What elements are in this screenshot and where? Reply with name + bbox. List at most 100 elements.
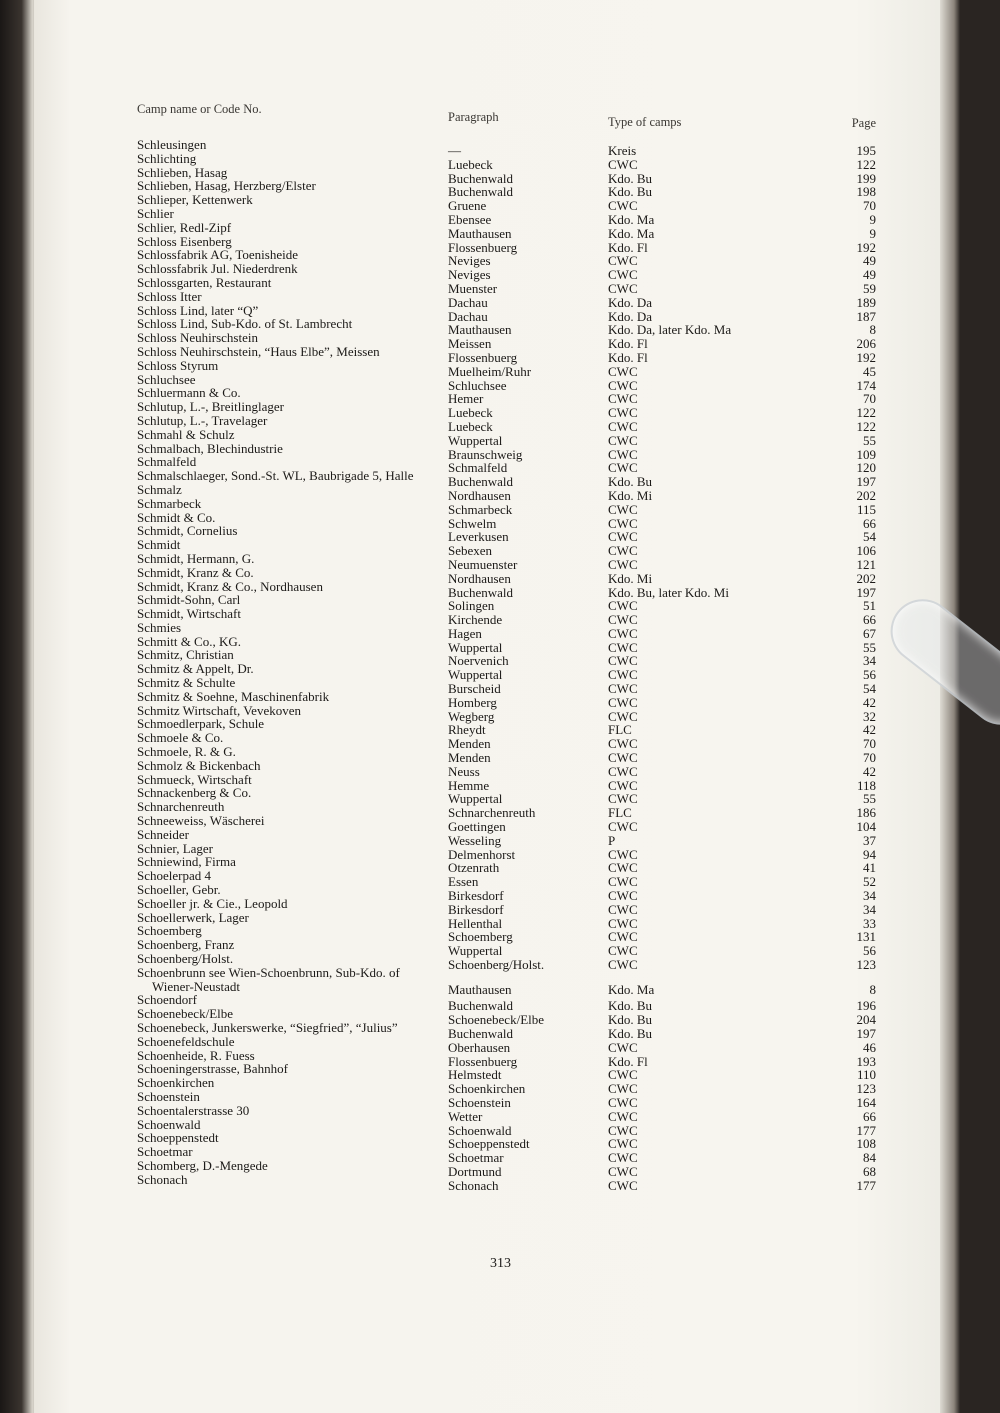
paragraph: Schoenkirchen (448, 1081, 526, 1097)
paragraph: Essen (448, 874, 479, 890)
table-row: Schonach Schonach CWC 177 (0, 1172, 1000, 1192)
camp-type: Kdo. Fl (608, 349, 648, 365)
table-row: Schmalschlaeger, Sond.-St. WL, Baubrigad… (0, 469, 1000, 489)
paragraph: Oberhausen (448, 1039, 511, 1055)
camp-name: Schmarbeck (137, 495, 202, 511)
camp-type: CWC (608, 874, 638, 890)
camp-name: Schoenbrunn see Wien-Schoenbrunn, Sub-Kd… (137, 964, 400, 980)
camp-type: CWC (608, 639, 638, 655)
table-row: Schoenbrunn see Wien-Schoenbrunn, Sub-Kd… (0, 964, 1000, 997)
table-row: Schmoedlerpark, Schule Rheydt FLC 42 (0, 717, 1000, 737)
table-row: Schoenberg, Franz Wuppertal CWC 56 (0, 938, 1000, 958)
table-row: Schluermann & Co. Hemer CWC 70 (0, 386, 1000, 406)
page-ref: 59 (863, 280, 876, 296)
camp-name: Schmalbach, Blechindustrie (137, 440, 283, 456)
camp-name: Schmies (137, 619, 182, 635)
table-row: Schoenkirchen Schoenkirchen CWC 123 (0, 1076, 1000, 1096)
camp-type: CWC (608, 791, 638, 807)
table-row: Schomberg, D.-Mengede Dortmund CWC 68 (0, 1159, 1000, 1179)
camp-name: Schleusingen (137, 137, 207, 152)
paragraph: Menden (448, 750, 491, 766)
page-ref: 110 (856, 1067, 876, 1083)
camp-type: CWC (608, 198, 638, 214)
paragraph: Buchenwald (448, 170, 513, 186)
page-ref: 104 (856, 819, 877, 835)
page-ref: 49 (863, 267, 876, 283)
table-row: Schmitz & Schulte Burscheid CWC 54 (0, 676, 1000, 696)
camp-type: CWC (608, 708, 638, 724)
paragraph: Kirchende (448, 612, 503, 628)
camp-name: Schnier, Lager (137, 840, 214, 856)
paragraph: Dachau (448, 294, 488, 310)
table-row: Schmidt, Kranz & Co., Nordhausen Buchenwa… (0, 579, 1000, 599)
camp-type: Kdo. Bu, later Kdo. Mi (608, 584, 729, 600)
camp-name: Schlutup, L.-, Breitlinglager (137, 399, 284, 415)
page-ref: 196 (856, 998, 877, 1014)
camp-type: Kdo. Ma (608, 981, 655, 997)
camp-name-continued: Wiener-Neustadt (152, 978, 241, 994)
camp-type: CWC (608, 819, 638, 835)
page-ref: 66 (863, 612, 876, 628)
page-ref: 192 (856, 239, 877, 255)
table-row: Schloss Styrum Muelheim/Ruhr CWC 45 (0, 358, 1000, 378)
camp-type: CWC (608, 750, 638, 766)
camp-type: Kdo. Bu (608, 474, 653, 490)
page-ref: 123 (856, 957, 877, 973)
table-row: Schoenefeldschule Oberhausen CWC 46 (0, 1034, 1000, 1054)
camp-name: Schloss Lind, later “Q” (137, 302, 259, 318)
page-ref: 122 (856, 405, 877, 421)
camp-name: Schloss Neuhirschstein, “Haus Elbe”, Mei… (137, 343, 380, 359)
camp-type: CWC (608, 267, 638, 283)
paragraph: Muelheim/Ruhr (448, 363, 532, 379)
camp-name: Schloss Itter (137, 288, 202, 304)
camp-name: Schniewind, Firma (137, 854, 236, 870)
camp-name: Schlossgarten, Restaurant (137, 274, 272, 290)
camp-name: Schmitz Wirtschaft, Vevekoven (137, 702, 301, 718)
camp-type: Kdo. Da, later Kdo. Ma (608, 322, 732, 338)
paragraph: Wetter (448, 1108, 483, 1124)
camp-type: CWC (608, 515, 638, 531)
paragraph: Mauthausen (448, 981, 512, 997)
paragraph: Mauthausen (448, 322, 512, 338)
paragraph: Schoetmar (448, 1150, 504, 1166)
camp-name: Schmueck, Wirtschaft (137, 771, 252, 787)
page-ref: 9 (869, 211, 877, 227)
paragraph: Neviges (448, 253, 491, 269)
page-ref: 120 (856, 460, 877, 476)
paragraph: Dortmund (448, 1163, 502, 1179)
camp-name: Schoenebeck, Junkerswerke, “Siegfried”, … (137, 1020, 398, 1035)
table-row: Schlier Ebensee Kdo. Ma 9 (0, 207, 1000, 227)
paragraph: Noervenich (448, 653, 509, 669)
paragraph: Birkesdorf (448, 901, 504, 917)
camp-type: CWC (608, 1067, 638, 1083)
page-ref: 123 (856, 1081, 877, 1097)
camp-name: Schnackenberg & Co. (137, 785, 252, 801)
page-ref: 66 (863, 515, 876, 531)
table-row: Schleusingen — Kreis 195 (0, 137, 1000, 158)
paragraph: Sebexen (448, 543, 493, 559)
table-row: Schoendorf Buchenwald Kdo. Bu 196 (0, 993, 1000, 1013)
table-row: Schoentalerstrasse 30 Wetter CWC 66 (0, 1102, 1000, 1123)
table-row: Schmalfeld Schmalfeld CWC 120 (0, 455, 1000, 475)
camp-name: Schloss Eisenberg (137, 233, 232, 249)
table-row: Schoemberg Schoemberg CWC 131 (0, 923, 1000, 944)
page-ref: 41 (863, 860, 876, 876)
camp-name: Schlossfabrik AG, Toenisheide (137, 247, 298, 263)
camp-name: Schmolz & Bickenbach (137, 757, 261, 773)
paragraph: Luebeck (448, 405, 493, 421)
table-row: Schmoele, R. & G. Menden CWC 70 (0, 745, 1000, 765)
camp-name: Schneeweiss, Wäscherei (137, 813, 265, 829)
paragraph: Schluchsee (448, 377, 507, 393)
table-row: Schmitt & Co., KG. Wuppertal CWC 55 (0, 634, 1000, 654)
table-row: Schoenstein Schoenstein CWC 164 (0, 1090, 1000, 1110)
page-ref: 54 (863, 529, 876, 545)
table-row: Schlossgarten, Restaurant Muenster CWC 59 (0, 274, 1000, 296)
camp-name: Schoenwald (137, 1116, 201, 1132)
page-ref: 45 (863, 363, 876, 379)
paragraph: Mauthausen (448, 225, 512, 241)
page-ref: 131 (856, 929, 877, 945)
camp-type: CWC (608, 625, 638, 641)
page-ref: 42 (863, 763, 876, 779)
camp-name: Schoemberg (137, 923, 202, 939)
camp-name: Schoentalerstrasse 30 (137, 1102, 250, 1118)
